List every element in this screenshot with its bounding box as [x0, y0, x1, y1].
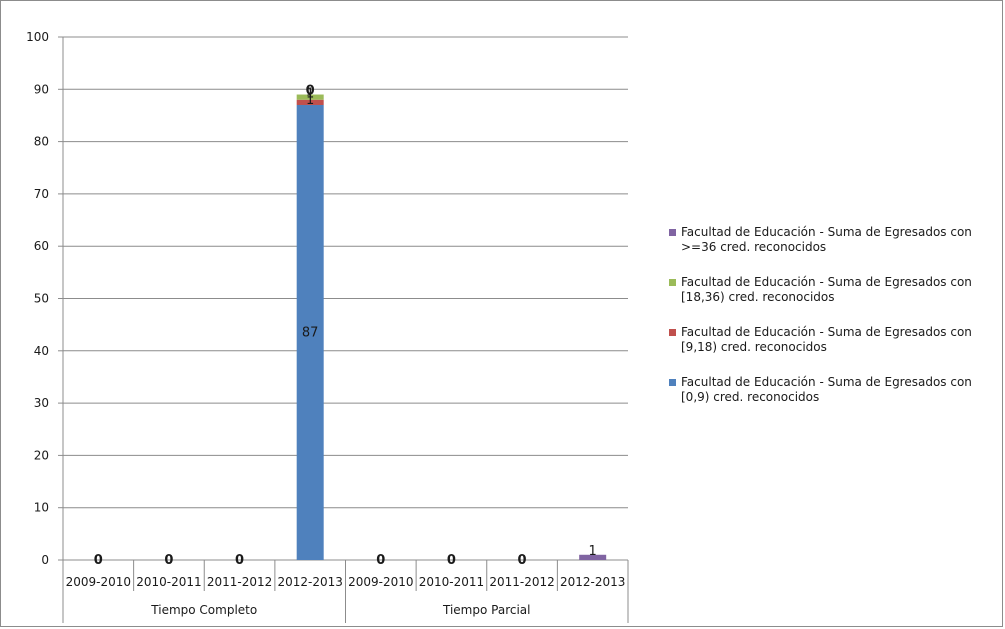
x-tick-label: 2009-2010: [348, 575, 413, 589]
data-label: 1: [589, 544, 597, 559]
legend-swatch: [669, 279, 676, 286]
y-tick-label: 70: [34, 187, 49, 201]
legend-label: Facultad de Educación - Suma de Egresado…: [681, 275, 972, 304]
group-label: Tiempo Parcial: [442, 603, 530, 617]
data-label: 1: [306, 93, 314, 108]
legend-entry: Facultad de Educación - Suma de Egresado…: [669, 275, 999, 305]
group-label: Tiempo Completo: [150, 603, 257, 617]
legend-entry: Facultad de Educación - Suma de Egresado…: [669, 325, 999, 355]
x-tick-label: 2012-2013: [277, 575, 342, 589]
bar-segment: [296, 99, 324, 105]
x-tick-label: 2009-2010: [66, 575, 131, 589]
data-label: 1: [306, 87, 314, 102]
y-tick-label: 90: [34, 82, 49, 96]
legend-swatch: [669, 229, 676, 236]
data-label: 0: [164, 553, 173, 568]
y-tick-label: 40: [34, 344, 49, 358]
data-label: 0: [447, 553, 456, 568]
y-tick-label: 10: [34, 501, 49, 515]
legend-label: Facultad de Educación - Suma de Egresado…: [681, 325, 972, 354]
legend-entry: Facultad de Educación - Suma de Egresado…: [669, 375, 999, 405]
data-label: 0: [518, 553, 527, 568]
legend-label: Facultad de Educación - Suma de Egresado…: [681, 225, 972, 254]
bar-segment: [296, 104, 324, 561]
data-label: 0: [94, 553, 103, 568]
x-tick-label: 2011-2012: [207, 575, 272, 589]
data-label: 0: [376, 553, 385, 568]
y-tick-label: 50: [34, 292, 49, 306]
y-tick-label: 60: [34, 239, 49, 253]
legend-swatch: [669, 379, 676, 386]
bar-segment: [296, 94, 324, 100]
y-tick-label: 0: [41, 553, 49, 567]
data-label: 0: [306, 84, 315, 99]
y-tick-label: 30: [34, 396, 49, 410]
y-tick-label: 80: [34, 135, 49, 149]
bar-segment: [579, 554, 607, 560]
x-tick-label: 2012-2013: [560, 575, 625, 589]
legend-entry: Facultad de Educación - Suma de Egresado…: [669, 225, 999, 255]
x-tick-label: 2010-2011: [419, 575, 484, 589]
legend-label: Facultad de Educación - Suma de Egresado…: [681, 375, 972, 404]
legend-swatch: [669, 329, 676, 336]
y-tick-label: 100: [26, 30, 49, 44]
x-tick-label: 2011-2012: [489, 575, 554, 589]
x-tick-label: 2010-2011: [136, 575, 201, 589]
legend: Facultad de Educación - Suma de Egresado…: [669, 225, 999, 425]
data-label: 0: [235, 553, 244, 568]
data-label: 87: [302, 325, 319, 340]
y-tick-label: 20: [34, 448, 49, 462]
